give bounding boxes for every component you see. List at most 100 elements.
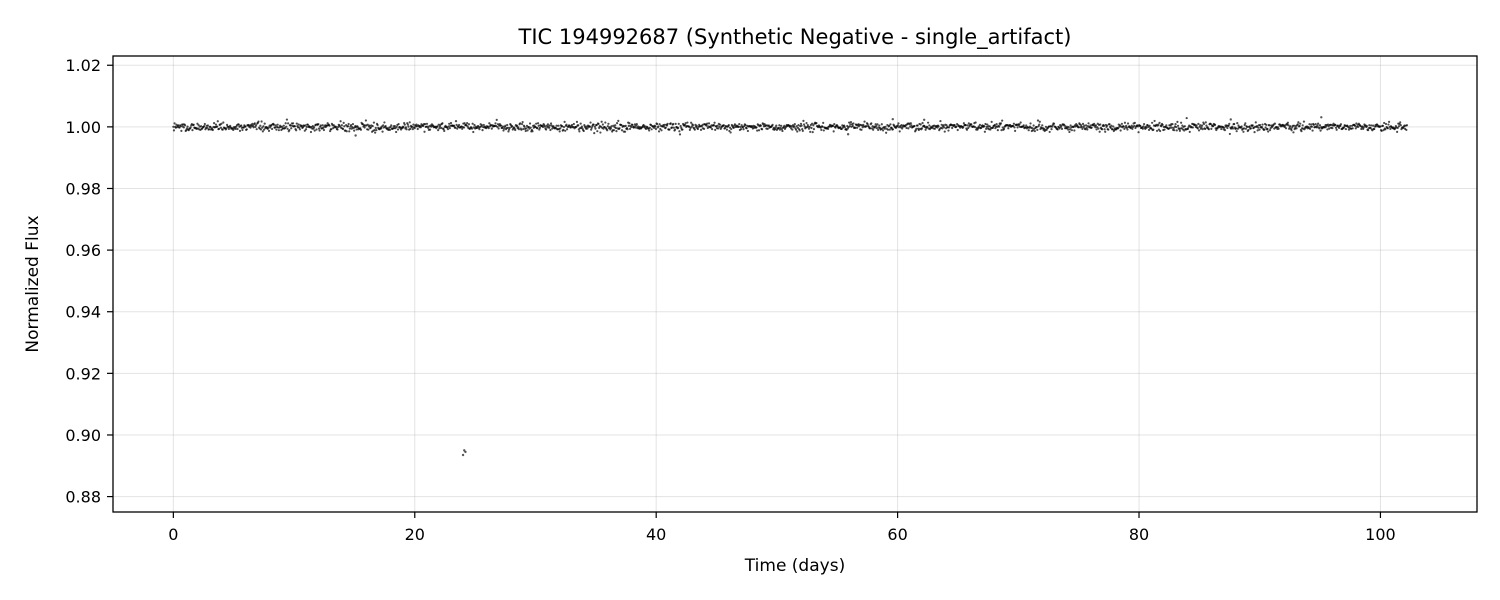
- data-point: [437, 123, 440, 126]
- data-point: [413, 127, 416, 130]
- data-point: [564, 129, 567, 132]
- data-point: [395, 130, 398, 134]
- data-point: [921, 121, 924, 125]
- data-point: [546, 123, 550, 126]
- data-point: [520, 128, 523, 131]
- data-point: [839, 126, 842, 129]
- data-point: [683, 123, 687, 127]
- data-point: [402, 126, 405, 129]
- data-point: [506, 123, 509, 127]
- data-point: [295, 122, 298, 125]
- data-point: [947, 126, 951, 129]
- data-point: [596, 130, 599, 133]
- data-point: [1019, 121, 1022, 124]
- data-point: [1188, 130, 1191, 133]
- data-point: [1243, 123, 1246, 127]
- data-point: [1050, 128, 1053, 131]
- data-point: [482, 123, 485, 127]
- data-point: [634, 126, 637, 129]
- data-point: [1267, 130, 1270, 133]
- data-point: [713, 121, 716, 124]
- data-point: [1147, 128, 1151, 131]
- data-point: [1052, 122, 1056, 125]
- data-point: [657, 130, 661, 133]
- data-point: [522, 127, 525, 131]
- y-tick-label: 1.00: [65, 118, 101, 137]
- data-point: [614, 124, 617, 127]
- data-point: [706, 122, 709, 125]
- y-tick-label: 0.90: [65, 426, 101, 445]
- data-point: [471, 122, 474, 125]
- data-point: [1183, 125, 1186, 128]
- data-point: [549, 122, 553, 125]
- data-point: [285, 125, 288, 128]
- data-point: [1264, 126, 1267, 129]
- data-point: [606, 125, 609, 128]
- data-point: [1007, 127, 1010, 130]
- data-point: [536, 127, 539, 130]
- data-point: [422, 124, 425, 127]
- outlier-point: [1229, 118, 1232, 121]
- data-point: [1389, 127, 1392, 131]
- data-point: [374, 126, 377, 130]
- data-point: [1373, 127, 1376, 131]
- data-point: [442, 128, 445, 131]
- data-point: [467, 123, 471, 126]
- y-tick-label: 0.94: [65, 303, 101, 322]
- data-point: [690, 121, 693, 124]
- data-point: [260, 120, 263, 123]
- data-point: [1174, 123, 1177, 126]
- data-point: [1220, 127, 1223, 131]
- data-point: [1101, 128, 1104, 131]
- data-point: [737, 125, 740, 128]
- data-point: [1085, 126, 1088, 129]
- data-point: [359, 128, 363, 131]
- data-point: [1067, 126, 1070, 129]
- data-point: [593, 125, 596, 128]
- data-point: [1036, 119, 1040, 122]
- data-point: [423, 130, 426, 133]
- data-point: [343, 125, 346, 128]
- data-point: [373, 128, 376, 132]
- data-point: [756, 129, 759, 132]
- data-point: [438, 127, 441, 130]
- data-point: [1254, 121, 1257, 124]
- data-point: [1297, 121, 1300, 124]
- data-point: [885, 131, 888, 134]
- data-point: [909, 125, 912, 128]
- data-point: [1331, 127, 1334, 130]
- data-point: [1197, 122, 1200, 125]
- data-point: [317, 122, 320, 126]
- data-point: [798, 129, 801, 132]
- data-point: [523, 125, 526, 128]
- data-point: [1195, 124, 1198, 127]
- data-point: [280, 125, 284, 128]
- data-point: [995, 123, 998, 126]
- data-point: [267, 129, 271, 132]
- data-point: [1255, 125, 1259, 128]
- data-point: [262, 128, 266, 131]
- data-point: [586, 127, 589, 130]
- data-point: [1152, 128, 1155, 131]
- data-point: [274, 124, 277, 127]
- data-point: [593, 132, 596, 135]
- data-point: [1108, 123, 1111, 126]
- data-point: [538, 128, 541, 131]
- x-tick-label: 100: [1365, 525, 1396, 544]
- data-point: [1396, 126, 1399, 129]
- y-tick-label: 0.98: [65, 179, 101, 198]
- data-point: [1029, 122, 1032, 125]
- data-point: [865, 125, 868, 128]
- data-point: [832, 130, 835, 133]
- data-point: [446, 128, 450, 131]
- data-point: [303, 129, 306, 132]
- data-point: [643, 125, 646, 128]
- data-point: [1178, 129, 1181, 132]
- data-point: [602, 127, 605, 130]
- data-point: [196, 122, 199, 125]
- data-point: [876, 123, 879, 126]
- data-point: [1025, 124, 1028, 127]
- data-point: [412, 123, 415, 126]
- data-point: [448, 127, 451, 130]
- data-point: [1326, 128, 1329, 131]
